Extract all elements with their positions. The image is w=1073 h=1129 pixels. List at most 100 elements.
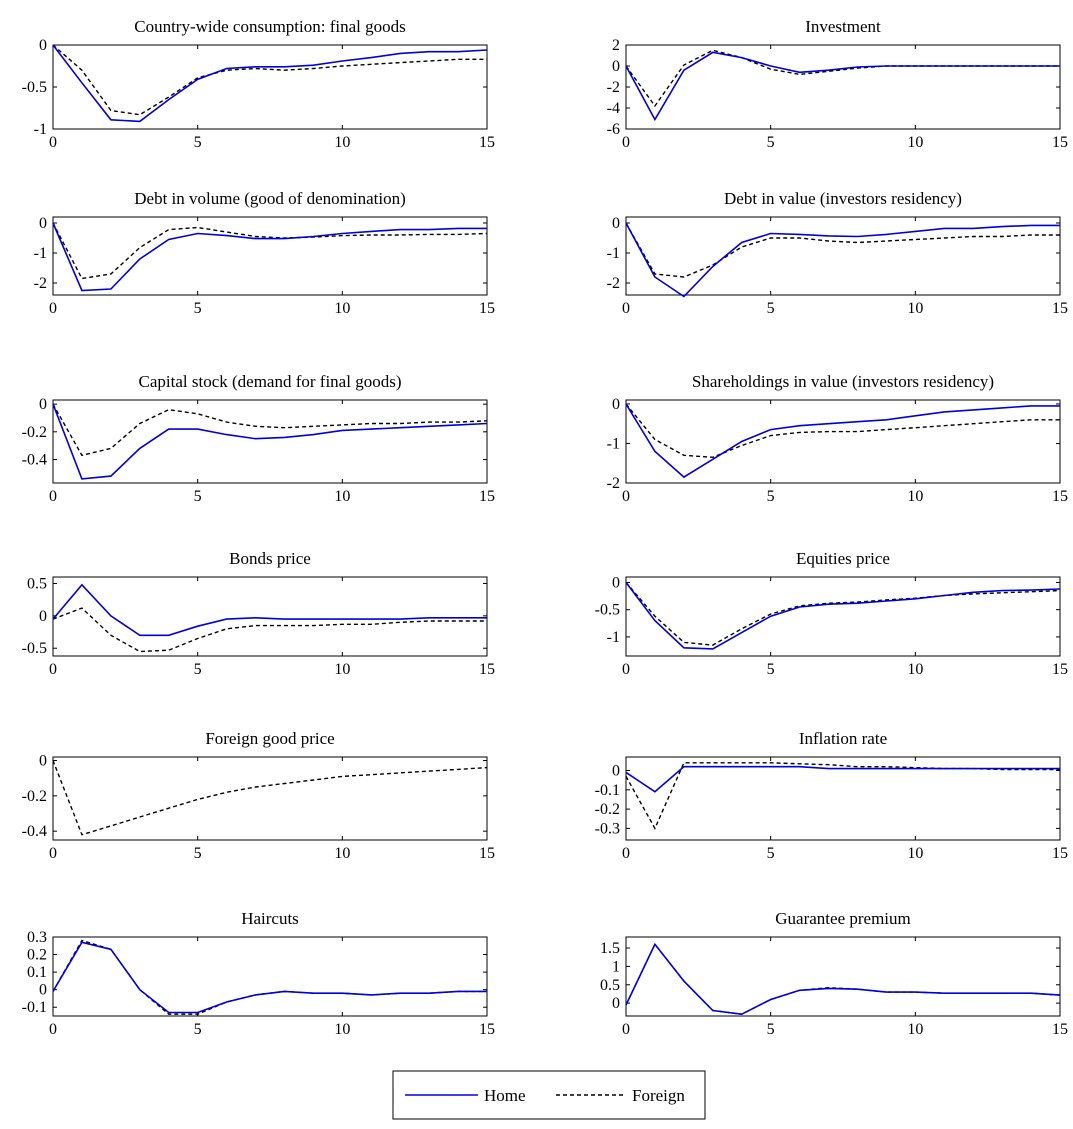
panel-8-ytick-label: 0 bbox=[612, 574, 620, 591]
panel-8-ytick-label: -1 bbox=[607, 629, 620, 646]
panel-10-ytick-label: -0.1 bbox=[595, 782, 620, 799]
panel-4-debt-in-value-investors-residency: Debt in value (investors residency) 0 5 10 1… bbox=[607, 189, 1068, 317]
panel-6-ytick-label: -2 bbox=[607, 475, 620, 492]
panel-1-xtick-label: 0 bbox=[49, 134, 57, 151]
panel-11-foreign-series-line bbox=[52, 939, 487, 1015]
panel-8-home-series-line bbox=[625, 581, 1061, 650]
panel-5-ytick-label: -0.2 bbox=[22, 424, 47, 441]
panel-1-ytick-label: 0 bbox=[39, 37, 47, 54]
panel-11-xtick-label: 15 bbox=[479, 1021, 495, 1038]
panel-2-ytick-label: -4 bbox=[607, 100, 620, 117]
panel-9-xtick-label: 15 bbox=[479, 845, 495, 862]
panel-4-ytick-label: -2 bbox=[607, 275, 620, 292]
panel-2-xtick-label: 0 bbox=[622, 134, 630, 151]
panel-1-title: Country-wide consumption: final goods bbox=[134, 17, 406, 36]
panel-7-xtick-label: 10 bbox=[334, 661, 350, 678]
panel-7-title: Bonds price bbox=[229, 549, 311, 568]
panel-1-ytick-label: -0.5 bbox=[22, 79, 47, 96]
panel-7-ytick-label: 0.5 bbox=[27, 575, 47, 592]
panel-10-axes-frame bbox=[625, 756, 1061, 841]
panel-4-ytick-label: -1 bbox=[607, 245, 620, 262]
panel-7-foreign-series-line bbox=[52, 607, 487, 653]
panel-1-xtick-label: 10 bbox=[334, 134, 350, 151]
panel-12-ytick-label: 1.5 bbox=[600, 940, 620, 957]
panel-3-foreign-series-line bbox=[52, 222, 488, 280]
panel-2-xtick-label: 10 bbox=[907, 134, 923, 151]
panel-2-foreign-series-line bbox=[625, 49, 1060, 108]
panel-8-foreign-series-line bbox=[625, 581, 1061, 646]
panel-9-ytick-label: 0 bbox=[39, 753, 47, 770]
panel-8-axes-frame bbox=[625, 576, 1061, 657]
panel-3-title: Debt in volume (good of denomination) bbox=[134, 189, 405, 208]
panel-1-xtick-label: 15 bbox=[479, 134, 495, 151]
panel-3-ytick-label: 0 bbox=[39, 215, 47, 232]
panel-10-xtick-label: 5 bbox=[767, 845, 775, 862]
panel-11-ytick-label: -0.1 bbox=[22, 999, 47, 1016]
panel-2-ytick-label: -2 bbox=[607, 79, 620, 96]
panel-10-inflation-rate: Inflation rate 0 5 10 15 0 -0.1 -0.2 -0.3 bbox=[595, 729, 1068, 862]
panel-11-xtick-label: 0 bbox=[49, 1021, 57, 1038]
panel-10-title: Inflation rate bbox=[799, 729, 887, 748]
legend: Home Foreign bbox=[392, 1070, 706, 1120]
panel-7-home-series-line bbox=[52, 583, 487, 637]
panel-7-ytick-label: 0 bbox=[39, 608, 47, 625]
panel-12-ytick-label: 0 bbox=[612, 995, 620, 1012]
panel-7-axes-frame bbox=[52, 576, 488, 657]
panel-9-xtick-label: 5 bbox=[194, 845, 202, 862]
panel-2-ytick-label: 2 bbox=[612, 37, 620, 54]
panel-4-axes-frame bbox=[625, 216, 1061, 296]
panel-4-xtick-label: 5 bbox=[767, 300, 775, 317]
panel-5-title: Capital stock (demand for final goods) bbox=[139, 372, 402, 391]
panel-2-axes-frame bbox=[625, 44, 1061, 130]
panel-6-xtick-label: 10 bbox=[907, 488, 923, 505]
panel-6-xtick-label: 15 bbox=[1052, 488, 1068, 505]
panel-7-ytick-label: -0.5 bbox=[22, 640, 47, 657]
panel-6-ytick-label: 0 bbox=[612, 396, 620, 413]
panel-7-xtick-label: 5 bbox=[194, 661, 202, 678]
panel-3-xtick-label: 15 bbox=[479, 300, 495, 317]
panel-2-title: Investment bbox=[805, 17, 881, 36]
panel-10-ytick-label: -0.2 bbox=[595, 801, 620, 818]
panel-3-ytick-label: -2 bbox=[34, 275, 47, 292]
panel-5-xtick-label: 15 bbox=[479, 488, 495, 505]
panel-10-xtick-label: 15 bbox=[1052, 845, 1068, 862]
panel-4-foreign-series-line bbox=[625, 222, 1060, 278]
panel-8-title: Equities price bbox=[796, 549, 890, 568]
panel-12-axes-frame bbox=[625, 936, 1061, 1017]
panel-5-ytick-label: -0.4 bbox=[22, 451, 47, 468]
panel-3-ytick-label: -1 bbox=[34, 245, 47, 262]
panel-11-xtick-label: 10 bbox=[334, 1021, 350, 1038]
panel-5-capital-stock-demand-for-final-goods: Capital stock (demand for final goods) 0 5… bbox=[22, 372, 495, 505]
panel-11-ytick-label: 0.2 bbox=[27, 947, 47, 964]
panel-10-ytick-label: -0.3 bbox=[595, 820, 620, 837]
panel-6-shareholdings-in-value-investors-residency: Shareholdings in value (investors reside… bbox=[607, 372, 1068, 505]
panel-11-ytick-label: 0.1 bbox=[27, 964, 47, 981]
panel-6-title: Shareholdings in value (investors reside… bbox=[692, 372, 994, 391]
panel-3-axes-frame bbox=[52, 216, 488, 296]
panel-3-debt-in-volume-good-of-denomination: Debt in volume (good of denomination) 0 5 1… bbox=[34, 189, 495, 317]
panel-9-foreign-good-price: Foreign good price 0 5 10 15 0 -0.2 -0.4 bbox=[22, 729, 495, 862]
panel-10-foreign-series-line bbox=[625, 762, 1060, 830]
panel-12-xtick-label: 5 bbox=[767, 1021, 775, 1038]
panel-12-xtick-label: 0 bbox=[622, 1021, 630, 1038]
panel-11-title: Haircuts bbox=[241, 909, 299, 928]
panel-11-ytick-label: 0.3 bbox=[27, 929, 47, 946]
panel-6-ytick-label: -1 bbox=[607, 435, 620, 452]
panel-9-xtick-label: 0 bbox=[49, 845, 57, 862]
panel-7-xtick-label: 0 bbox=[49, 661, 57, 678]
panel-9-title: Foreign good price bbox=[205, 729, 334, 748]
panel-4-xtick-label: 10 bbox=[907, 300, 923, 317]
panel-4-title: Debt in value (investors residency) bbox=[724, 189, 962, 208]
panel-9-foreign-series-line bbox=[52, 760, 488, 836]
panel-1-axes-frame bbox=[52, 44, 488, 130]
panel-10-home-series-line bbox=[625, 765, 1060, 793]
panel-2-xtick-label: 15 bbox=[1052, 134, 1068, 151]
panel-9-ytick-label: -0.2 bbox=[22, 788, 47, 805]
panel-2-ytick-label: -6 bbox=[607, 121, 620, 138]
panel-7-xtick-label: 15 bbox=[479, 661, 495, 678]
panel-5-ytick-label: 0 bbox=[39, 396, 47, 413]
panel-3-xtick-label: 0 bbox=[49, 300, 57, 317]
